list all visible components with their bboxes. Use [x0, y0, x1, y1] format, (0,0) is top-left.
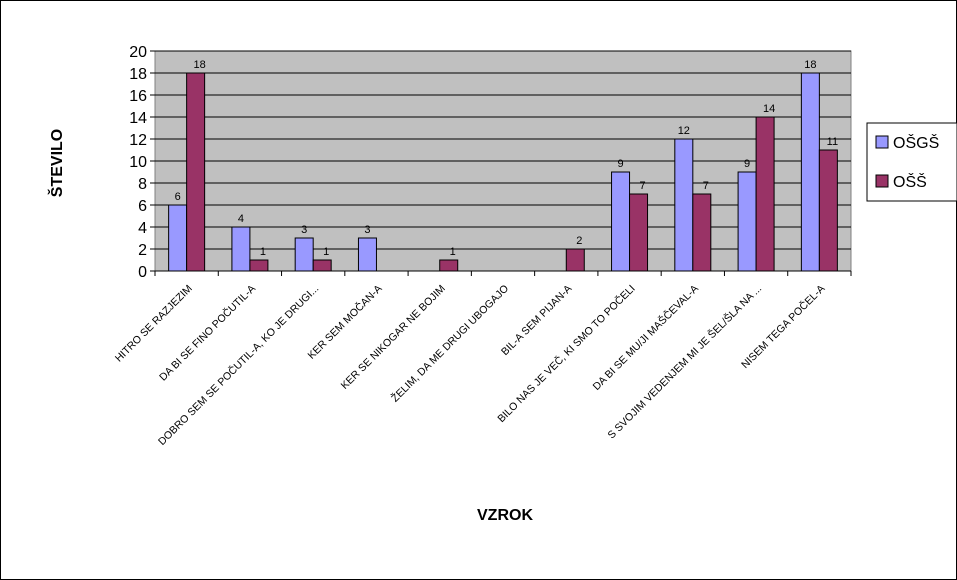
- x-category-label: BIL-A SEM PIJAN-A: [499, 283, 574, 358]
- bar-oSS: [755, 116, 775, 272]
- legend-swatch-oSS: [875, 174, 889, 188]
- x-category-label: ŽELIM, DA ME DRUGI UBOGAJO: [388, 282, 511, 405]
- x-category-label: DA BI SE MU/JI MAŠČEVAL-A: [590, 282, 701, 393]
- bar-oSGS: [294, 237, 314, 272]
- x-category-label: KER SE NIKOGAR NE BOJIM: [339, 283, 448, 392]
- y-axis-title: ŠTEVILO: [47, 129, 66, 197]
- data-label: 14: [763, 103, 775, 115]
- data-label: 12: [678, 125, 690, 137]
- bar-oSS: [692, 193, 712, 272]
- data-label: 4: [238, 213, 244, 225]
- x-category-label: BILO NAS JE VEČ, KI SMO TO POČELI: [495, 282, 638, 425]
- grid-lines: [155, 50, 851, 272]
- bar-oSGS: [800, 72, 820, 272]
- y-tick-label: 20: [129, 44, 147, 61]
- y-tick-label: 6: [138, 198, 147, 215]
- bar-oSS: [629, 193, 649, 272]
- y-tick-label: 12: [129, 132, 147, 149]
- data-label: 9: [617, 158, 623, 170]
- data-label: 2: [576, 235, 582, 247]
- bar-oSGS: [168, 204, 188, 272]
- data-label: 1: [323, 246, 329, 258]
- bar-oSGS: [737, 171, 757, 272]
- data-label: 3: [364, 224, 370, 236]
- y-tick-label: 10: [129, 154, 147, 171]
- bar-oSS: [565, 248, 585, 272]
- data-label: 18: [194, 59, 206, 71]
- y-tick-label: 16: [129, 88, 147, 105]
- y-axis-ticks: 0 2 4 6 8 10 12 14 16 18 20: [129, 44, 155, 281]
- data-label: 9: [744, 158, 750, 170]
- data-label: 6: [175, 191, 181, 203]
- data-label: 7: [639, 180, 645, 192]
- bar-oSS: [186, 72, 206, 272]
- data-label: 3: [301, 224, 307, 236]
- y-tick-label: 4: [138, 220, 147, 237]
- legend-label-oSGS: OŠGŠ: [893, 133, 939, 152]
- y-tick-label: 2: [138, 242, 147, 259]
- data-label: 11: [827, 136, 838, 148]
- bar-oSS: [818, 149, 838, 272]
- data-label: 7: [703, 180, 709, 192]
- y-tick-label: 14: [129, 110, 147, 127]
- bar-oSGS: [231, 226, 251, 272]
- legend-swatch-oSGS: [875, 135, 889, 149]
- bar-oSGS: [674, 138, 694, 272]
- bar-oSGS: [611, 171, 631, 272]
- y-tick-label: 8: [138, 176, 147, 193]
- bar-oSS: [249, 259, 269, 272]
- data-label: 1: [450, 246, 456, 258]
- bar-oSGS: [357, 237, 377, 272]
- x-axis-title: VZROK: [477, 507, 533, 524]
- data-label: 1: [260, 246, 266, 258]
- y-tick-label: 0: [138, 264, 147, 281]
- y-tick-label: 18: [129, 66, 147, 83]
- data-label: 18: [804, 59, 816, 71]
- legend: OŠGŠ OŠŠ: [866, 122, 957, 202]
- bar-oSS: [312, 259, 332, 272]
- legend-label-oSS: OŠŠ: [893, 172, 927, 191]
- bar-oSS: [439, 259, 459, 272]
